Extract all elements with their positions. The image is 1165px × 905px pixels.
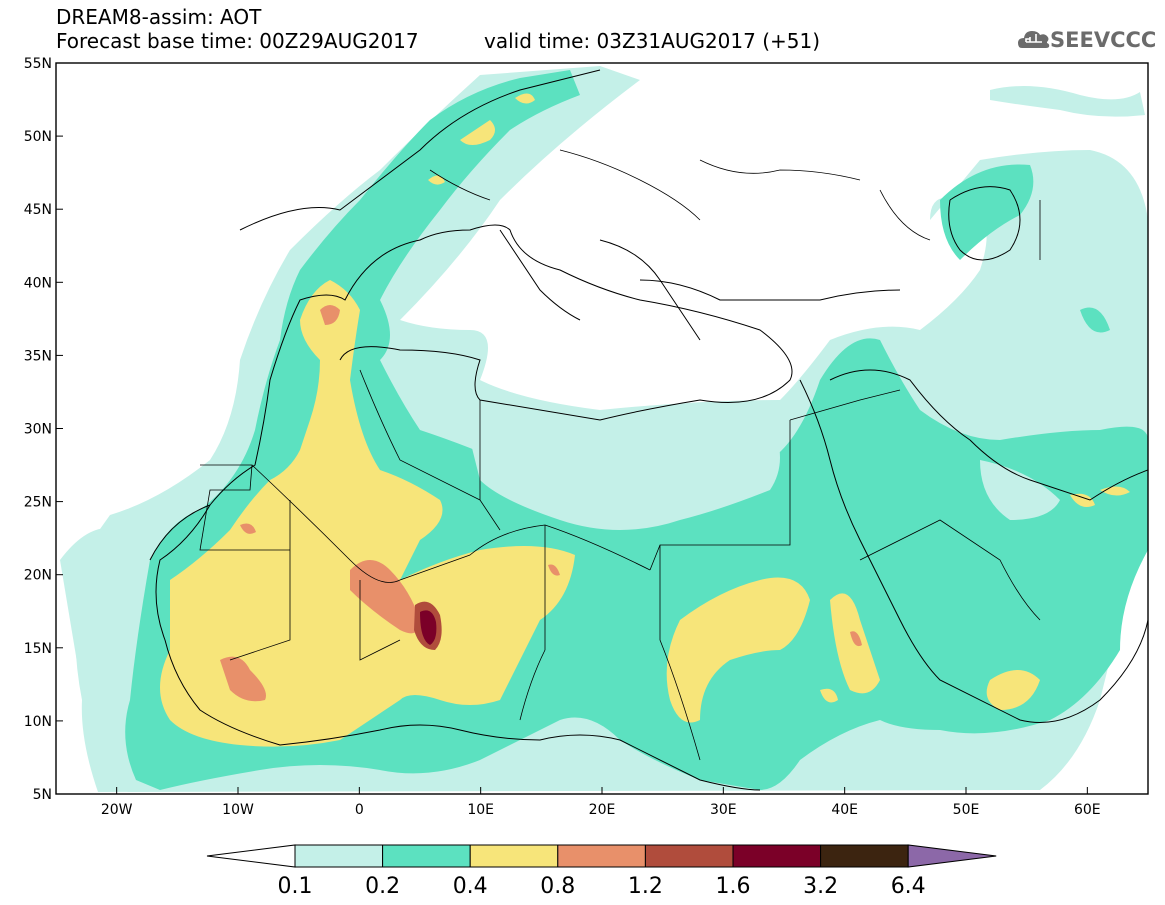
- colorbar-label: 1.6: [716, 874, 751, 899]
- lon-tick-label: 60E: [1074, 802, 1101, 818]
- lon-tick-label: 30E: [710, 802, 737, 818]
- lat-tick-label: 50N: [24, 129, 52, 145]
- lon-tick-label: 40E: [831, 802, 858, 818]
- map-title: DREAM8-assim: AOT: [56, 5, 262, 29]
- lat-tick-label: 40N: [24, 275, 52, 291]
- colorbar-box: [732, 844, 822, 868]
- lat-tick-label: 30N: [24, 422, 52, 438]
- lat-tick-label: 25N: [24, 495, 52, 511]
- colorbar-low-extend: [206, 844, 296, 868]
- lon-tick-label: 10W: [222, 802, 254, 818]
- lat-tick-label: 20N: [24, 568, 52, 584]
- cloud-icon: [1018, 31, 1050, 48]
- colorbar-label: 0.2: [365, 874, 400, 899]
- colorbar-high-extend: [907, 844, 997, 868]
- lat-tick-label: 45N: [24, 202, 52, 218]
- longitude-axis: 20W 10W 0 10E 20E 30E 40E 50E 60E: [101, 787, 1101, 818]
- lat-tick-label: 5N: [33, 787, 52, 803]
- colorbar-label: 1.2: [628, 874, 663, 899]
- lon-tick-label: 20W: [101, 802, 133, 818]
- lon-tick-label: 20E: [589, 802, 616, 818]
- colorbar-box: [820, 844, 909, 868]
- colorbar-label: 0.8: [540, 874, 575, 899]
- aot-contour-fill: [60, 66, 1148, 792]
- colorbar-box: [294, 844, 384, 868]
- colorbar-box: [469, 844, 559, 868]
- colorbar-label: 0.1: [278, 874, 313, 899]
- logo-text: SEEVCCC: [1050, 28, 1157, 52]
- colorbar-labels: 0.1 0.2 0.4 0.8 1.2 1.6 3.2 6.4: [278, 874, 926, 899]
- colorbar-label: 6.4: [891, 874, 926, 899]
- lat-tick-label: 15N: [24, 641, 52, 657]
- country-borders: [199, 149, 1041, 761]
- colorbar-label: 0.4: [453, 874, 488, 899]
- colorbar-boxes: [206, 844, 997, 868]
- forecast-base-time: Forecast base time: 00Z29AUG2017: [56, 29, 419, 53]
- latitude-axis: 55N 50N 45N 40N 35N 30N 25N 20N 15N 10N 5N: [24, 56, 63, 803]
- colorbar-box: [382, 844, 471, 868]
- lat-tick-label: 55N: [24, 56, 52, 72]
- lat-tick-label: 35N: [24, 348, 52, 364]
- valid-time: valid time: 03Z31AUG2017 (+51): [484, 29, 821, 53]
- lon-tick-label: 0: [355, 802, 364, 818]
- colorbar-box: [557, 844, 646, 868]
- lon-tick-label: 50E: [953, 802, 980, 818]
- colorbar-box: [644, 844, 734, 868]
- lat-tick-label: 10N: [24, 714, 52, 730]
- lon-tick-label: 10E: [467, 802, 494, 818]
- coastlines: [149, 69, 1148, 791]
- colorbar-label: 3.2: [803, 874, 838, 899]
